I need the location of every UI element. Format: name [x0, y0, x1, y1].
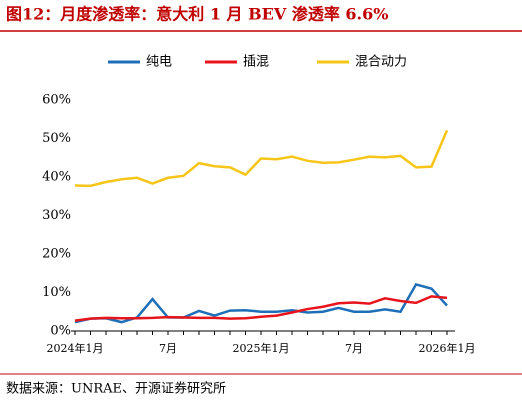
- y-tick-label: 50%: [42, 131, 71, 146]
- x-tick-label: 7月: [159, 342, 177, 355]
- x-tick-label: 7月: [345, 342, 363, 355]
- series-line: [74, 129, 449, 188]
- legend-label: 纯电: [146, 55, 172, 70]
- y-tick-label: 20%: [42, 247, 71, 262]
- series-line: [74, 295, 448, 322]
- x-tick-label: 2024年1月: [47, 341, 104, 355]
- legend-label: 混合动力: [355, 55, 407, 70]
- y-tick-label: 10%: [42, 285, 71, 300]
- legend-label: 插混: [243, 55, 269, 70]
- x-tick-label: 2025年1月: [233, 341, 290, 355]
- y-tick-label: 60%: [42, 93, 71, 108]
- y-tick-label: 40%: [42, 170, 71, 185]
- source: 数据来源：UNRAE、开源证券研究所: [6, 381, 226, 397]
- y-tick-label: 0%: [50, 324, 71, 339]
- chart-title: 图12：月度渗透率：意大利 1 月 BEV 渗透率 6.6%: [6, 5, 388, 24]
- x-tick-label: 2026年1月: [419, 341, 476, 355]
- y-tick-label: 30%: [42, 208, 71, 223]
